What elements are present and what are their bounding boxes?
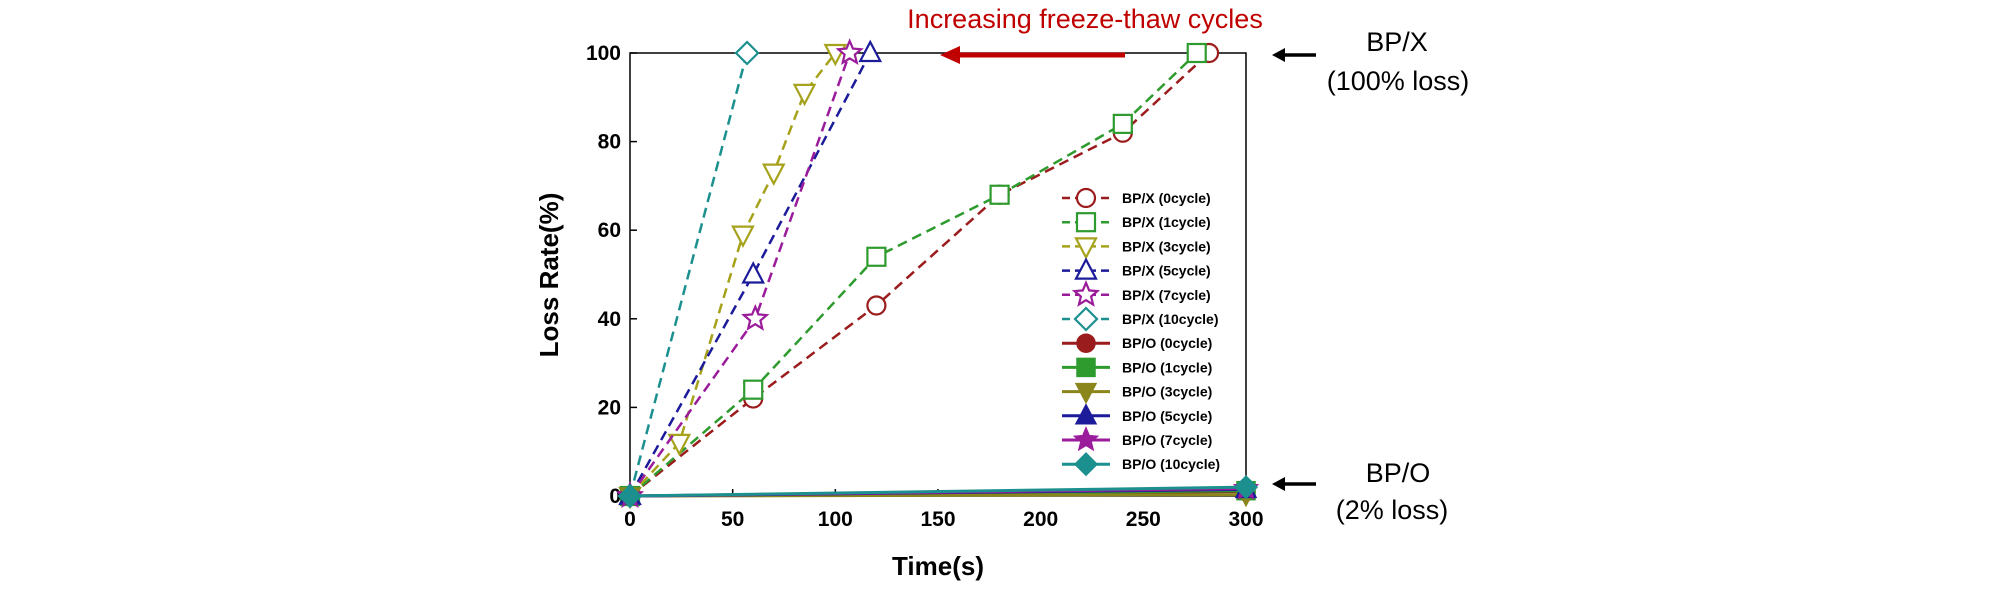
legend-swatch-marker: [1074, 257, 1098, 280]
legend: BP/X (0cycle) BP/X (1cycle) BP/X (3cycle) B…: [1062, 187, 1220, 477]
increasing-cycles-label: Increasing freeze-thaw cycles: [907, 4, 1263, 34]
legend-label: BP/O (0cycle): [1122, 335, 1212, 351]
bpo-loss-label: (2% loss): [1336, 495, 1449, 525]
legend-item: BP/X (1cycle): [1062, 212, 1211, 233]
legend-label: BP/X (0cycle): [1122, 190, 1211, 206]
legend-label: BP/X (1cycle): [1122, 214, 1211, 230]
legend-item: BP/X (0cycle): [1062, 187, 1211, 209]
data-point: [743, 379, 764, 400]
legend-swatch-marker: [1074, 403, 1098, 425]
data-point: [792, 83, 817, 107]
legend-swatch-marker: [1074, 382, 1098, 405]
series-line: [629, 485, 1247, 498]
legend-swatch-marker: [1075, 187, 1097, 209]
series-layer: [615, 38, 1260, 510]
increasing-cycles-arrow: [940, 46, 1125, 64]
x-tick-label: 100: [818, 508, 853, 531]
legend-item: BP/O (1cycle): [1062, 357, 1212, 378]
y-tick-label: 60: [598, 219, 621, 242]
legend-swatch-marker: [1076, 333, 1096, 353]
data-point: [741, 303, 770, 331]
data-point: [667, 433, 692, 457]
x-tick-label: 250: [1126, 508, 1161, 531]
axes: 0 50 100 150 200 250 300 0 20 40 60 80 100: [586, 42, 1264, 531]
x-tick-label: 50: [721, 508, 744, 531]
legend-swatch-marker: [1074, 237, 1098, 260]
legend-label: BP/O (10cycle): [1122, 456, 1220, 472]
y-tick-label: 0: [609, 485, 621, 508]
series-bp-x-3cycle: [618, 43, 848, 510]
legend-item: BP/O (10cycle): [1062, 452, 1220, 477]
legend-swatch-marker: [1075, 212, 1097, 233]
legend-item: BP/X (3cycle): [1062, 237, 1211, 260]
legend-label: BP/O (7cycle): [1122, 432, 1212, 448]
x-tick-label: 0: [624, 508, 636, 531]
series-bp-o-10cycle: [617, 475, 1259, 509]
y-tick-label: 80: [598, 131, 621, 154]
legend-item: BP/O (7cycle): [1062, 426, 1212, 452]
legend-item: BP/O (5cycle): [1062, 403, 1212, 425]
y-tick-label: 20: [598, 396, 621, 419]
series-line: [629, 52, 837, 497]
legend-label: BP/X (10cycle): [1122, 311, 1219, 327]
bpx-pointer-arrow: [1272, 48, 1316, 62]
legend-item: BP/O (0cycle): [1062, 333, 1212, 353]
legend-swatch-marker: [1073, 306, 1099, 332]
series-bp-x-5cycle: [618, 39, 883, 506]
series-line: [628, 52, 851, 497]
x-tick-label: 150: [920, 508, 955, 531]
x-axis-title: Time(s): [892, 551, 984, 581]
data-point: [734, 40, 760, 66]
legend-item: BP/X (5cycle): [1062, 257, 1211, 280]
bpx-label: BP/X: [1366, 27, 1428, 57]
legend-item: BP/O (3cycle): [1062, 382, 1212, 405]
legend-swatch-marker: [1072, 426, 1100, 452]
data-point: [858, 39, 883, 63]
legend-label: BP/X (5cycle): [1122, 263, 1211, 279]
series-bp-x-7cycle: [615, 38, 864, 509]
y-tick-label: 100: [586, 42, 621, 65]
series-line: [628, 52, 872, 497]
data-point: [989, 184, 1010, 205]
series-line: [629, 52, 1198, 497]
legend-label: BP/O (1cycle): [1122, 359, 1212, 375]
legend-label: BP/X (7cycle): [1122, 287, 1211, 303]
bpo-pointer-arrow: [1272, 477, 1316, 491]
y-tick-label: 40: [598, 308, 621, 331]
legend-item: BP/X (10cycle): [1062, 306, 1219, 332]
legend-swatch-marker: [1071, 279, 1101, 307]
bpx-loss-label: (100% loss): [1327, 66, 1470, 96]
x-tick-label: 200: [1023, 508, 1058, 531]
series-line: [628, 52, 749, 497]
data-point: [731, 225, 755, 248]
y-axis-title: Loss Rate(%): [534, 193, 564, 358]
data-point: [866, 295, 887, 316]
legend-label: BP/X (3cycle): [1122, 238, 1211, 254]
series-line: [629, 52, 1210, 497]
legend-swatch-marker: [1076, 357, 1096, 378]
data-point: [617, 483, 643, 509]
data-point: [1233, 475, 1259, 500]
legend-swatch-marker: [1073, 452, 1099, 477]
data-point: [866, 246, 887, 267]
data-point: [835, 38, 864, 66]
legend-label: BP/O (5cycle): [1122, 408, 1212, 424]
x-tick-label: 300: [1228, 508, 1263, 531]
data-point: [1112, 113, 1133, 134]
data-point: [761, 163, 786, 186]
data-point: [741, 261, 766, 284]
bpo-label: BP/O: [1366, 458, 1431, 488]
series-bp-x-1cycle: [619, 42, 1207, 507]
legend-item: BP/X (7cycle): [1062, 279, 1211, 307]
legend-label: BP/O (3cycle): [1122, 384, 1212, 400]
data-point: [1186, 42, 1207, 64]
